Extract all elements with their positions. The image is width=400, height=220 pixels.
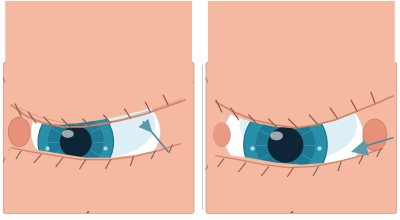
Polygon shape (138, 119, 152, 133)
Circle shape (48, 114, 104, 170)
Text: Subconjunctival
Injection: Subconjunctival Injection (265, 194, 341, 213)
Polygon shape (208, 146, 395, 211)
Ellipse shape (46, 90, 155, 158)
Polygon shape (208, 1, 395, 128)
Polygon shape (5, 1, 192, 125)
Circle shape (256, 115, 315, 175)
Circle shape (38, 104, 114, 180)
Ellipse shape (213, 122, 231, 147)
Ellipse shape (224, 87, 363, 183)
Ellipse shape (363, 119, 387, 151)
Text: Intravitreal
Injection: Intravitreal Injection (72, 194, 126, 213)
Ellipse shape (270, 131, 283, 140)
Ellipse shape (240, 89, 357, 161)
FancyBboxPatch shape (3, 62, 194, 213)
Ellipse shape (8, 117, 30, 147)
Circle shape (268, 127, 303, 163)
FancyBboxPatch shape (206, 62, 397, 213)
Circle shape (244, 103, 327, 187)
Ellipse shape (62, 130, 74, 138)
Circle shape (60, 126, 92, 158)
Polygon shape (5, 140, 192, 211)
Polygon shape (351, 140, 369, 156)
Ellipse shape (31, 87, 160, 177)
